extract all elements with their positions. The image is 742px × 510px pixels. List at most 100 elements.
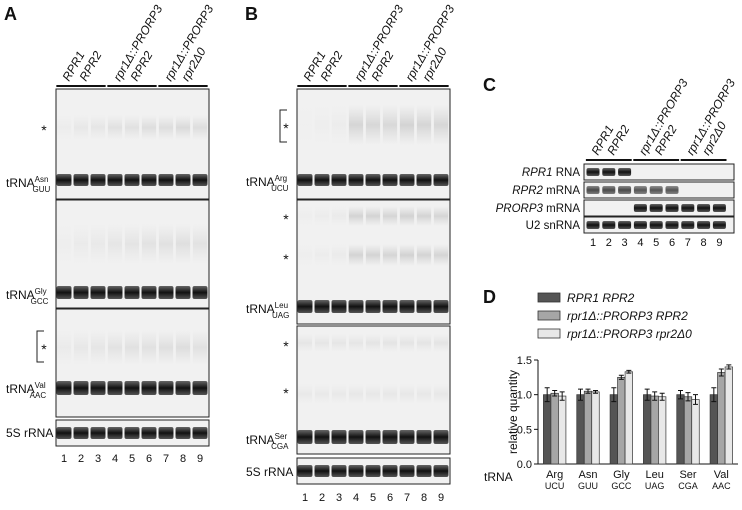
trna-gly-label: tRNAGly GCC bbox=[6, 287, 49, 306]
trna-band bbox=[56, 174, 72, 186]
error-bar bbox=[711, 387, 717, 403]
trna-band bbox=[416, 430, 432, 444]
lane-number: 8 bbox=[180, 453, 186, 465]
precursor-smear bbox=[433, 244, 449, 266]
trna-band bbox=[124, 174, 140, 186]
precursor-bracket bbox=[36, 330, 44, 363]
precursor-smear bbox=[297, 334, 313, 352]
bar-gly-series-1 bbox=[609, 394, 618, 465]
trna-band bbox=[175, 174, 191, 186]
precursor-smear bbox=[365, 105, 381, 145]
rrna-band bbox=[297, 465, 313, 477]
x-tick-sublabel: GCC bbox=[611, 481, 632, 491]
x-tick-sublabel: UAG bbox=[645, 481, 665, 491]
trna-band bbox=[399, 430, 415, 444]
precursor-smear bbox=[175, 224, 191, 264]
precursor-smear bbox=[158, 224, 174, 264]
precursor-smear bbox=[331, 334, 347, 352]
precursor-smear bbox=[348, 334, 364, 352]
lane-number: 2 bbox=[319, 492, 325, 504]
rna-band bbox=[712, 204, 726, 212]
precursor-smear bbox=[73, 224, 89, 264]
trna-band bbox=[56, 381, 72, 395]
rna-band bbox=[633, 186, 647, 194]
rrna-band bbox=[433, 465, 449, 477]
rrna-band bbox=[382, 465, 398, 477]
rrna-band bbox=[141, 427, 157, 439]
precursor-asterisk: * bbox=[283, 338, 289, 354]
x-tick-sublabel: UCU bbox=[545, 481, 565, 491]
precursor-smear bbox=[124, 224, 140, 264]
lane-number: 3 bbox=[336, 492, 342, 504]
precursor-smear bbox=[331, 105, 347, 145]
precursor-smear bbox=[399, 384, 415, 404]
precursor-smear bbox=[297, 105, 313, 145]
precursor-smear bbox=[416, 384, 432, 404]
rna-band bbox=[602, 186, 616, 194]
precursor-smear bbox=[433, 384, 449, 404]
precursor-smear bbox=[56, 115, 72, 140]
error-bar bbox=[693, 394, 698, 405]
rna-band bbox=[681, 204, 695, 212]
precursor-asterisk: * bbox=[41, 341, 47, 357]
trna-band bbox=[382, 300, 398, 313]
precursor-smear bbox=[416, 244, 432, 266]
precursor-smear bbox=[416, 334, 432, 352]
precursor-smear bbox=[297, 244, 313, 266]
error-bar bbox=[685, 392, 691, 402]
trna-band bbox=[314, 430, 330, 444]
legend-label: rpr1Δ::PRORP3 RPR2 bbox=[567, 309, 688, 323]
precursor-smear bbox=[192, 224, 208, 264]
panel-label-c: C bbox=[483, 75, 496, 95]
rna-band bbox=[712, 221, 726, 229]
lane-number: 9 bbox=[197, 453, 203, 465]
precursor-smear bbox=[314, 105, 330, 145]
trna-band bbox=[73, 381, 89, 395]
precursor-smear bbox=[348, 244, 364, 266]
rrna-band bbox=[399, 465, 415, 477]
rna-band bbox=[697, 221, 711, 229]
trna-band bbox=[331, 300, 347, 313]
trna-band bbox=[107, 174, 123, 186]
error-bar bbox=[552, 390, 558, 397]
bar-val-series-2 bbox=[717, 372, 726, 465]
rna-band bbox=[665, 204, 679, 212]
trna-band bbox=[192, 286, 208, 299]
bar-leu-series-1 bbox=[643, 394, 652, 465]
error-bar bbox=[585, 388, 591, 394]
panel-c-row-label: RPR2 mRNA bbox=[512, 185, 580, 197]
precursor-smear bbox=[297, 206, 313, 226]
trna-band bbox=[192, 174, 208, 186]
rna-band bbox=[697, 204, 711, 212]
lane-number: 6 bbox=[146, 453, 152, 465]
y-tick-label: 1.5 bbox=[517, 355, 532, 367]
trna-band bbox=[175, 286, 191, 299]
bar-gly-series-2 bbox=[617, 376, 626, 465]
lane-number: 7 bbox=[685, 237, 691, 249]
precursor-smear bbox=[365, 384, 381, 404]
y-tick-label: 0.0 bbox=[517, 459, 532, 471]
error-bar bbox=[644, 388, 650, 401]
trna-band bbox=[314, 300, 330, 313]
precursor-smear bbox=[433, 105, 449, 145]
trna-band bbox=[365, 174, 381, 186]
error-bar bbox=[652, 391, 658, 401]
rrna-band bbox=[73, 427, 89, 439]
lane-number: 8 bbox=[421, 492, 427, 504]
lane-number: 1 bbox=[302, 492, 308, 504]
trna-band bbox=[124, 381, 140, 395]
trna-band bbox=[348, 174, 364, 186]
precursor-smear bbox=[56, 330, 72, 365]
legend-label: RPR1 RPR2 bbox=[567, 291, 635, 305]
precursor-smear bbox=[314, 206, 330, 226]
precursor-smear bbox=[331, 384, 347, 404]
rrna-band bbox=[158, 427, 174, 439]
bar-leu-series-3 bbox=[658, 396, 667, 465]
lane-number: 2 bbox=[606, 237, 612, 249]
lane-number: 3 bbox=[622, 237, 628, 249]
precursor-smear bbox=[107, 115, 123, 140]
trna-arg-label: tRNAArg UCU bbox=[246, 174, 289, 193]
precursor-smear bbox=[107, 330, 123, 365]
